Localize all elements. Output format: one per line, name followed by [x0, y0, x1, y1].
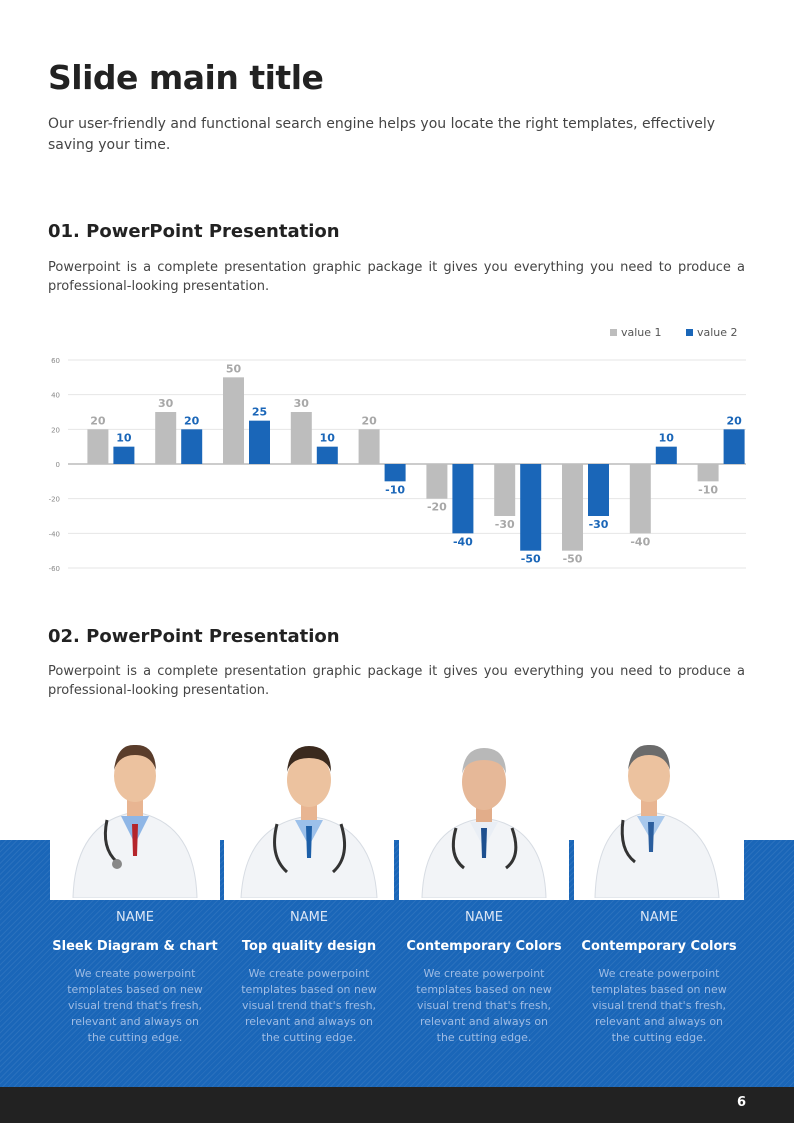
data-label: 50	[226, 362, 242, 375]
bar-1	[494, 464, 516, 516]
data-label: 20	[726, 414, 742, 427]
doctor-photo	[224, 740, 394, 900]
doctor-icon	[421, 748, 547, 898]
legend-label: value 1	[621, 326, 662, 339]
team-card-desc: We create powerpoint templates based on …	[241, 967, 377, 1044]
y-tick-label: 60	[51, 357, 60, 365]
data-label: 10	[320, 432, 336, 445]
doctor-photo	[574, 740, 744, 900]
section1-text: Powerpoint is a complete presentation gr…	[48, 260, 745, 294]
bar-2	[181, 429, 203, 464]
doctor-photo	[399, 740, 569, 900]
team-card-desc: We create powerpoint templates based on …	[416, 967, 552, 1044]
bar-1	[358, 429, 380, 464]
team-member-name: NAME	[639, 910, 679, 925]
team-member-name: NAME	[464, 910, 504, 925]
y-tick-label: -60	[49, 565, 60, 573]
data-label: -20	[427, 501, 447, 514]
bar-1	[290, 412, 312, 464]
bar-2	[655, 446, 677, 464]
bar-1	[87, 429, 109, 464]
bar-2	[723, 429, 745, 464]
team-member-name: NAME	[115, 910, 155, 925]
y-tick-label: -20	[49, 496, 60, 504]
bar-1	[697, 464, 719, 482]
legend-swatch	[686, 329, 693, 336]
bar-1	[223, 377, 244, 464]
footer-bar: 6	[0, 1087, 794, 1123]
section1-title: 01. PowerPoint Presentation	[48, 221, 340, 242]
doctor-icon	[594, 744, 720, 898]
bar-2	[384, 464, 406, 482]
bar-1	[562, 464, 583, 551]
y-tick-label: -40	[49, 530, 60, 538]
data-label: -50	[521, 553, 541, 566]
data-label: -50	[563, 553, 583, 566]
data-label: 20	[90, 414, 106, 427]
data-label: 20	[184, 414, 200, 427]
data-label: 10	[116, 432, 132, 445]
bar-1	[155, 412, 177, 464]
bar-1	[629, 464, 651, 534]
bar-1	[426, 464, 448, 499]
bar-2	[588, 464, 609, 516]
bar-2	[316, 446, 338, 464]
data-label: -40	[453, 535, 473, 548]
bar-2	[452, 464, 474, 534]
team-card-title: Contemporary Colors	[581, 939, 737, 954]
y-tick-label: 40	[51, 392, 60, 400]
page-number: 6	[736, 1095, 746, 1110]
data-label: 20	[361, 414, 377, 427]
bar-chart: 60 40 20 0 -20 -40 -60 20 30 50 30 20 -20 -30 -50 -40 -1…	[49, 326, 746, 573]
data-label: -10	[385, 483, 405, 496]
data-label: 10	[659, 432, 675, 445]
team-card-desc: We create powerpoint templates based on …	[591, 967, 727, 1044]
team-card-desc: We create powerpoint templates based on …	[67, 967, 203, 1044]
bar-2	[249, 420, 270, 464]
team-card-title: Top quality design	[241, 939, 377, 954]
team-card-title: Contemporary Colors	[406, 939, 562, 954]
y-tick-label: 0	[56, 461, 60, 469]
doctor-icon	[72, 744, 198, 898]
data-label: 25	[252, 406, 267, 419]
data-label: -30	[495, 518, 515, 531]
section2-title: 02. PowerPoint Presentation	[48, 626, 340, 647]
data-label: -30	[589, 518, 609, 531]
page-subtitle: Our user-friendly and functional search …	[48, 116, 716, 153]
data-label: -10	[698, 483, 718, 496]
legend-label: value 2	[697, 326, 738, 339]
doctor-icon	[240, 746, 378, 898]
data-label: 30	[158, 397, 174, 410]
doctor-photo	[50, 740, 220, 900]
legend-swatch	[610, 329, 617, 336]
data-label: 30	[294, 397, 310, 410]
team-card-title: Sleek Diagram & chart	[52, 939, 218, 954]
data-label: -40	[630, 535, 650, 548]
team-member-name: NAME	[289, 910, 329, 925]
bar-2	[113, 446, 135, 464]
page-title: Slide main title	[48, 58, 324, 97]
y-tick-label: 20	[51, 426, 60, 434]
bar-2	[520, 464, 542, 551]
section2-text: Powerpoint is a complete presentation gr…	[48, 664, 745, 698]
